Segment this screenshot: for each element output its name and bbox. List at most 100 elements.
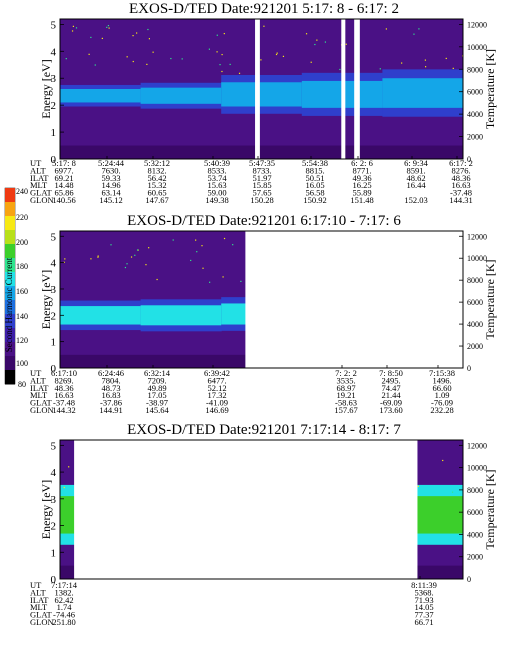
spectrogram-panel: EXOS-D/TED Date:921201 7:17:14 - 8:17: 7… xyxy=(30,422,497,627)
colorbar-tick: 120 xyxy=(16,336,28,345)
y-tick-label: 3 xyxy=(51,284,57,296)
colorbar-swatch xyxy=(5,328,15,343)
ephemeris-value: 68.97 xyxy=(336,383,355,393)
ephemeris-value: 7: 2: 2 xyxy=(335,368,357,378)
y2-tick-label: 2000 xyxy=(467,553,483,562)
ephemeris-value: 6:17: 2 xyxy=(449,158,473,168)
ephemeris-value: 48.73 xyxy=(101,383,120,393)
ephemeris-value: 1.09 xyxy=(435,390,450,400)
ephemeris-value: 16.05 xyxy=(305,180,324,190)
ephemeris-value: 5:47:35 xyxy=(249,158,275,168)
ephemeris-value: 59.00 xyxy=(207,188,226,198)
spectrogram-noise xyxy=(238,72,241,74)
y-tick-label: 0 xyxy=(51,154,57,166)
ephemeris-row-label: ALT xyxy=(30,587,47,597)
ephemeris-value: 5:40:39 xyxy=(204,158,230,168)
ephemeris-value: 57.65 xyxy=(252,188,271,198)
spectrogram-band xyxy=(382,78,464,108)
colorbar-swatch xyxy=(5,370,15,385)
y2-tick-label: 2000 xyxy=(467,133,483,142)
ephemeris-value: -41.09 xyxy=(206,398,228,408)
ephemeris-value: 56.42 xyxy=(147,173,166,183)
ephemeris-row-label: GLAT xyxy=(30,188,53,198)
ephemeris-value: -37.48 xyxy=(53,398,75,408)
ephemeris-value: 16.44 xyxy=(406,180,426,190)
plot-frame xyxy=(59,439,464,580)
ephemeris-value: 15.32 xyxy=(147,180,166,190)
spectrogram-noise xyxy=(452,67,454,69)
ephemeris-value: 77.37 xyxy=(414,610,433,620)
y2-tick-label: 12000 xyxy=(467,441,487,450)
ephemeris-value: -76.09 xyxy=(431,398,453,408)
ephemeris-value: -74.46 xyxy=(53,610,75,620)
spectrogram-noise xyxy=(345,43,347,45)
spectrogram-noise xyxy=(282,55,285,58)
ephemeris-value: 21.44 xyxy=(381,390,401,400)
ephemeris-value: 8733. xyxy=(252,165,271,175)
ephemeris-value: 6977. xyxy=(54,165,73,175)
ephemeris-value: 17.32 xyxy=(207,390,226,400)
spectrogram-noise xyxy=(418,28,420,30)
y2-tick-label: 6000 xyxy=(467,88,483,97)
ephemeris-value: 74.47 xyxy=(381,383,400,393)
ephemeris-value: 49.89 xyxy=(147,383,166,393)
ephemeris-value: 16.63 xyxy=(54,390,73,400)
y-tick-label: 0 xyxy=(51,363,57,375)
spectrogram-noise xyxy=(424,66,427,68)
ephemeris-value: 146.69 xyxy=(205,405,228,415)
spectrogram-noise xyxy=(134,254,136,256)
spectrogram-noise xyxy=(152,51,154,53)
ephemeris-value: -37.86 xyxy=(100,398,122,408)
ephemeris-row-label: MLT xyxy=(30,180,48,190)
y-tick-label: 5 xyxy=(51,231,57,243)
colorbar-swatch xyxy=(5,258,15,273)
y2-tick-label: 6000 xyxy=(467,508,483,517)
y2-tick-label: 12000 xyxy=(467,20,487,29)
plot-frame xyxy=(59,18,464,160)
ephemeris-value: 2495. xyxy=(381,375,400,385)
ephemeris-value: 6477. xyxy=(207,375,226,385)
spectrogram-noise xyxy=(223,237,226,240)
data-gap xyxy=(354,19,360,159)
panel-title: EXOS-D/TED Date:921201 7:17:14 - 8:17: 7 xyxy=(127,422,401,438)
y-tick-label: 5 xyxy=(51,19,57,31)
ephemeris-value: 7: 8:50 xyxy=(379,368,403,378)
ephemeris-value: 14.96 xyxy=(101,180,120,190)
ephemeris-value: 144.31 xyxy=(449,195,472,205)
ephemeris-value: 48.62 xyxy=(406,173,425,183)
ephemeris-value: 48.36 xyxy=(54,383,73,393)
spectrogram-noise xyxy=(132,35,134,37)
colorbar-swatch xyxy=(5,216,15,231)
spectrogram-noise xyxy=(232,244,234,246)
ephemeris-row-label: ILAT xyxy=(30,383,49,393)
ephemeris-value: 19.21 xyxy=(336,390,355,400)
ephemeris-value: 6: 2: 6 xyxy=(351,158,373,168)
spectrogram-noise xyxy=(97,255,99,257)
y2-tick-label: 0 xyxy=(467,155,471,164)
spectrogram-noise xyxy=(223,32,225,35)
ephemeris-value: 232.28 xyxy=(430,405,453,415)
colorbar-swatch xyxy=(5,342,15,357)
ephemeris-value: 8815. xyxy=(305,165,324,175)
spectrogram-noise xyxy=(202,267,204,269)
spectrogram-noise xyxy=(222,276,224,278)
ephemeris-row-label: UT xyxy=(30,368,42,378)
ephemeris-value: 144.91 xyxy=(99,405,122,415)
ephemeris-row-label: ILAT xyxy=(30,595,49,605)
ephemeris-value: 140.56 xyxy=(52,195,75,205)
spectrogram-noise xyxy=(209,281,211,283)
spectrogram-noise xyxy=(63,261,65,263)
ephemeris-value: 145.12 xyxy=(99,195,122,205)
spectrogram-noise xyxy=(124,266,127,269)
spectrogram-band xyxy=(140,87,222,104)
y-axis-label: Energy [eV] xyxy=(39,480,53,539)
ephemeris-row-label: GLON xyxy=(30,405,54,415)
spectrogram-noise xyxy=(221,53,223,56)
colorbar-tick: 220 xyxy=(16,213,28,222)
ephemeris-value: 65.86 xyxy=(54,188,73,198)
spectrogram-noise xyxy=(132,60,134,63)
ephemeris-value: 17.05 xyxy=(147,390,166,400)
spectrogram-noise xyxy=(170,57,172,60)
ephemeris-value: -37.48 xyxy=(450,188,472,198)
